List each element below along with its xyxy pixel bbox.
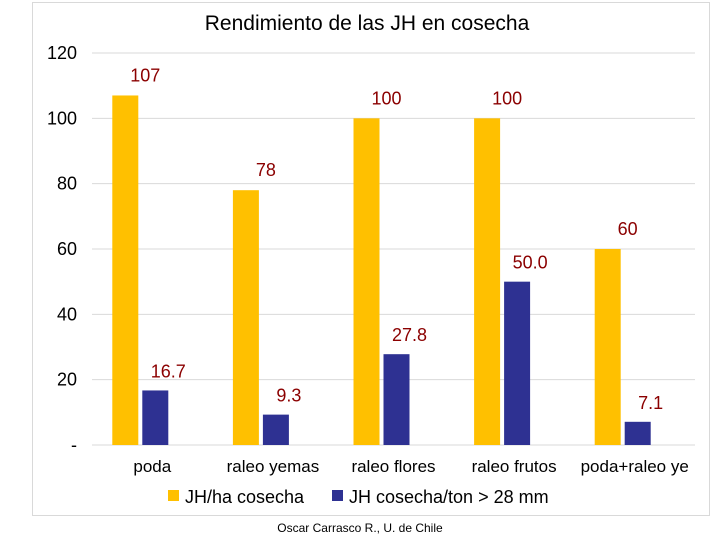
category-label: poda: [133, 457, 171, 476]
bar-jh-ton: [624, 421, 651, 445]
chart: Rendimiento de las JH en cosecha - 20 40 60…: [47, 12, 695, 507]
data-label: 50.0: [513, 253, 548, 273]
data-label: 9.3: [276, 386, 301, 406]
category-label: raleo flores: [351, 457, 435, 476]
bar-jh-ton: [142, 390, 169, 445]
y-tick-label: 100: [47, 108, 77, 128]
y-tick-label: 60: [57, 239, 77, 259]
bar-jh-ha: [112, 95, 139, 445]
legend-label: JH cosecha/ton > 28 mm: [349, 487, 549, 507]
category-label: raleo frutos: [472, 457, 557, 476]
bar-jh-ha: [353, 118, 380, 445]
data-label: 60: [618, 219, 638, 239]
legend: JH/ha cosecha JH cosecha/ton > 28 mm: [168, 487, 549, 507]
x-axis-categories: poda raleo yemas raleo flores raleo frutos p…: [133, 457, 688, 476]
chart-title: Rendimiento de las JH en cosecha: [205, 12, 530, 35]
y-tick-label: 120: [47, 43, 77, 63]
bars: [112, 95, 651, 445]
bar-jh-ha: [594, 249, 621, 445]
gridlines: [92, 52, 695, 446]
bar-jh-ha: [474, 118, 501, 445]
y-tick-label: -: [71, 435, 77, 455]
category-label: poda+raleo ye: [581, 457, 689, 476]
y-tick-label: 40: [57, 304, 77, 324]
bar-jh-ton: [262, 414, 289, 445]
bar-jh-ton: [383, 354, 410, 445]
y-tick-label: 80: [57, 174, 77, 194]
data-label: 107: [130, 65, 160, 85]
bar-jh-ha: [232, 190, 259, 445]
chart-frame: [32, 2, 710, 516]
data-label: 7.1: [638, 393, 663, 413]
data-label: 27.8: [392, 325, 427, 345]
data-label: 78: [256, 160, 276, 180]
legend-swatch: [332, 490, 343, 501]
credit-text: Oscar Carrasco R., U. de Chile: [277, 521, 443, 535]
data-labels: 107 16.7 78 9.3 100 27.8 100 50.0 60 7.1: [130, 65, 663, 412]
y-tick-label: 20: [57, 370, 77, 390]
data-label: 16.7: [151, 361, 186, 381]
data-label: 100: [492, 88, 522, 108]
legend-swatch: [168, 490, 179, 501]
bar-jh-ton: [504, 281, 531, 445]
legend-label: JH/ha cosecha: [185, 487, 305, 507]
data-label: 100: [371, 88, 401, 108]
y-axis-ticks: - 20 40 60 80 100 120: [47, 43, 77, 455]
category-label: raleo yemas: [227, 457, 320, 476]
